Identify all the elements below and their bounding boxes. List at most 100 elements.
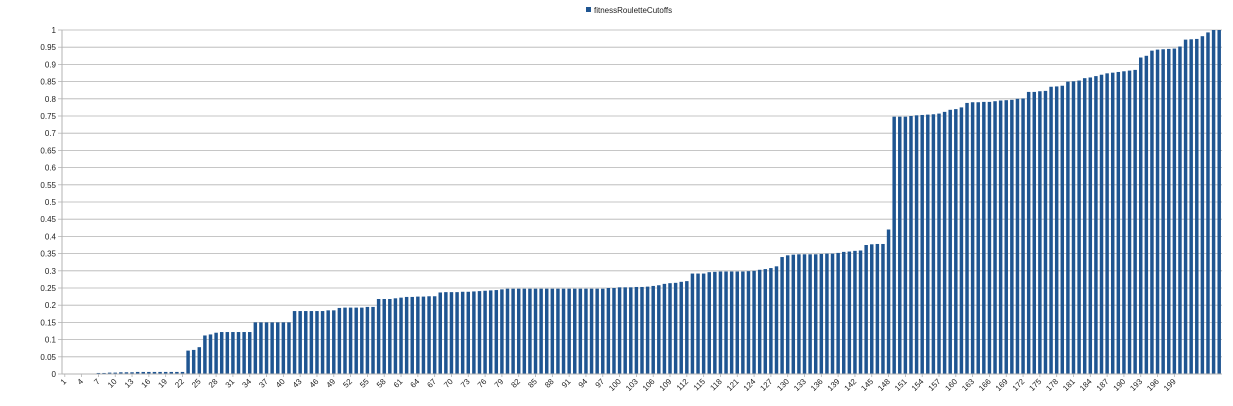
- bar: [488, 290, 493, 374]
- bar: [550, 288, 555, 374]
- x-tick-label: 85: [526, 377, 539, 390]
- x-tick-label: 22: [173, 377, 186, 390]
- bar: [640, 286, 644, 374]
- bar: [673, 282, 678, 374]
- bar: [247, 332, 252, 374]
- x-tick-label: 163: [960, 377, 976, 393]
- x-tick-label: 178: [1044, 377, 1060, 393]
- y-tick-label: 0.1: [45, 336, 57, 345]
- x-tick-label: 187: [1095, 377, 1111, 393]
- bar: [365, 306, 370, 374]
- bar: [920, 114, 924, 374]
- bar: [1150, 50, 1154, 374]
- y-tick-label: 0.4: [45, 232, 57, 241]
- bar: [1172, 48, 1177, 374]
- bar: [561, 288, 566, 374]
- x-tick-label: 190: [1112, 377, 1128, 393]
- bar: [931, 114, 936, 374]
- bar: [898, 116, 902, 374]
- bar: [432, 296, 437, 374]
- bar: [881, 243, 885, 374]
- bar: [326, 310, 330, 374]
- x-tick-label: 91: [560, 377, 573, 390]
- bar: [427, 296, 431, 374]
- bar: [505, 288, 510, 374]
- bar: [1026, 91, 1031, 375]
- bar: [668, 283, 672, 374]
- bar: [735, 271, 739, 374]
- bar: [718, 271, 723, 374]
- bar: [163, 371, 168, 374]
- bar: [102, 372, 106, 374]
- bar: [309, 311, 314, 374]
- x-tick-label: 166: [977, 377, 993, 393]
- bar: [242, 332, 246, 374]
- bar: [1099, 74, 1104, 374]
- bar: [135, 371, 140, 374]
- x-tick-label: 109: [658, 377, 674, 393]
- x-tick-label: 199: [1162, 377, 1178, 393]
- bar: [219, 332, 224, 374]
- bar: [231, 332, 235, 374]
- bar: [332, 310, 336, 374]
- x-tick-label: 127: [758, 377, 774, 393]
- x-tick-label: 79: [493, 377, 506, 390]
- bar: [203, 335, 207, 374]
- bar: [259, 322, 263, 374]
- bar: [993, 101, 997, 375]
- bar: [948, 109, 952, 374]
- legend-swatch: [586, 7, 591, 12]
- bar: [808, 254, 812, 374]
- x-tick-label: 37: [257, 377, 270, 390]
- bar: [976, 102, 980, 375]
- bar: [1088, 77, 1093, 374]
- x-tick-label: 148: [876, 377, 892, 393]
- bar: [595, 288, 599, 374]
- x-tick-label: 118: [708, 377, 724, 393]
- bar: [337, 307, 342, 374]
- bar: [926, 114, 930, 375]
- bar: [304, 311, 308, 374]
- y-tick-label: 0.05: [40, 353, 56, 362]
- bar: [1122, 71, 1126, 374]
- bar: [444, 292, 448, 374]
- bar: [629, 287, 633, 374]
- bar: [685, 281, 689, 374]
- bar: [528, 288, 532, 374]
- x-tick-label: 124: [742, 377, 758, 393]
- bar: [690, 273, 695, 374]
- bar: [399, 297, 403, 374]
- bar: [836, 252, 840, 374]
- bar: [634, 286, 639, 374]
- bar: [1077, 80, 1081, 374]
- bar: [589, 288, 594, 374]
- bar: [354, 307, 358, 374]
- bar: [1161, 49, 1165, 374]
- bar: [1105, 73, 1109, 374]
- bar: [774, 266, 779, 374]
- x-tick-label: 25: [190, 377, 203, 390]
- bar: [320, 311, 325, 374]
- bar: [404, 296, 409, 374]
- bar: [573, 288, 577, 374]
- bar: [107, 372, 112, 374]
- bar: [701, 273, 706, 374]
- bar: [388, 299, 392, 374]
- bar: [842, 251, 846, 374]
- bar: [763, 269, 768, 374]
- bar: [959, 107, 964, 375]
- bar: [696, 273, 700, 374]
- bar: [348, 307, 353, 374]
- bar: [545, 288, 549, 374]
- bar: [741, 271, 745, 374]
- bar: [197, 347, 202, 374]
- bar: [343, 307, 347, 374]
- bar: [539, 288, 543, 374]
- bar: [438, 292, 442, 374]
- x-tick-label: 106: [641, 377, 657, 393]
- bar: [623, 287, 627, 374]
- bar: [1038, 91, 1042, 374]
- bar: [870, 244, 874, 374]
- x-tick-label: 142: [843, 377, 859, 393]
